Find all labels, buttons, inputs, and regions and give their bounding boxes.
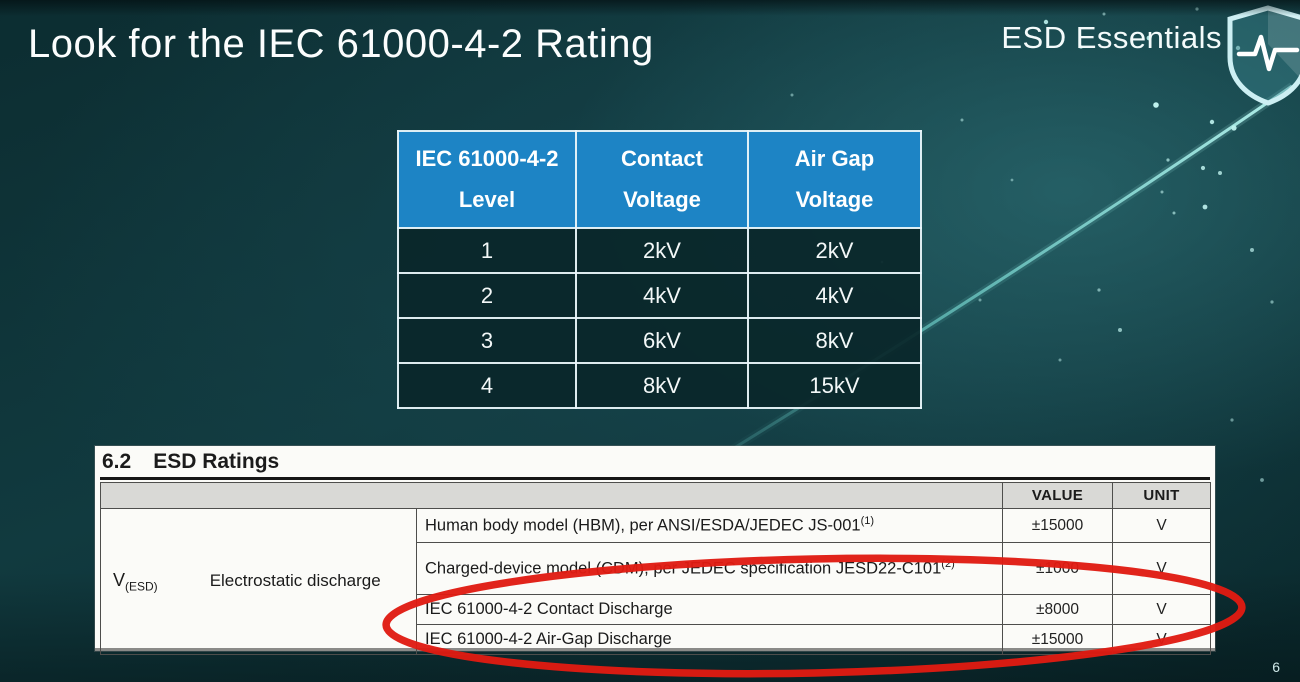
contact-cell: 6kV [575, 317, 749, 364]
header-line: Voltage [623, 186, 701, 212]
levels-header-row: IEC 61000-4-2 Level Contact Voltage Air … [397, 130, 922, 229]
value-cell: ±15000 [1002, 624, 1113, 655]
symbol: V(ESD) [113, 569, 158, 594]
levels-header-contact: Contact Voltage [575, 130, 749, 229]
table-row: V(ESD) Electrostatic discharge Human body… [100, 508, 1211, 655]
level-cell: 4 [397, 362, 577, 409]
header-line: Air Gap [794, 145, 875, 171]
unit-cell: V [1112, 542, 1211, 595]
iec-levels-table: IEC 61000-4-2 Level Contact Voltage Air … [397, 130, 922, 409]
value-cell: ±15000 [1002, 508, 1113, 543]
empty-header-cell [100, 482, 1003, 509]
esd-ratings-table: VALUE UNIT V(ESD) Electrostatic discharge… [100, 482, 1211, 655]
datasheet-excerpt: 6.2 ESD Ratings VALUE UNIT V(ESD) Electros… [95, 446, 1215, 655]
table-row: 2 4kV 4kV [397, 272, 922, 319]
parameter-label: Electrostatic discharge [209, 570, 381, 590]
unit-cell: V [1112, 594, 1211, 625]
table-row: 1 2kV 2kV [397, 227, 922, 274]
footnote: (1) [860, 514, 875, 527]
contact-cell: 8kV [575, 362, 749, 409]
ratings-header-row: VALUE UNIT [100, 482, 1211, 509]
table-row: 4 8kV 15kV [397, 362, 922, 409]
description-cell: IEC 61000-4-2 Contact Discharge [416, 594, 1003, 625]
level-cell: 1 [397, 227, 577, 274]
value-cell: ±1000 [1002, 542, 1113, 595]
datasheet-section-heading: 6.2 ESD Ratings [100, 448, 1210, 480]
airgap-cell: 4kV [747, 272, 922, 319]
header-line: Voltage [795, 186, 874, 212]
contact-cell: 4kV [575, 272, 749, 319]
parameter-cell: V(ESD) Electrostatic discharge [100, 508, 417, 655]
airgap-cell: 2kV [747, 227, 922, 274]
contact-cell: 2kV [575, 227, 749, 274]
value-cell: ±8000 [1002, 594, 1113, 625]
levels-header-airgap: Air Gap Voltage [747, 130, 922, 229]
airgap-cell: 8kV [747, 317, 922, 364]
header-line: Level [458, 186, 516, 212]
page-number: 6 [1272, 659, 1280, 675]
description-cell: Human body model (HBM), per ANSI/ESDA/JE… [416, 508, 1003, 543]
value-header: VALUE [1002, 482, 1113, 509]
level-cell: 3 [397, 317, 577, 364]
footnote: (2) [941, 557, 955, 570]
section-number: 6.2 [102, 450, 132, 473]
level-cell: 2 [397, 272, 577, 319]
header-line: Contact [621, 145, 703, 171]
airgap-cell: 15kV [747, 362, 922, 409]
table-row: 3 6kV 8kV [397, 317, 922, 364]
page-title: Look for the IEC 61000-4-2 Rating [28, 22, 654, 66]
section-title: ESD Ratings [153, 450, 280, 473]
description-cell: Charged-device model (CDM), per JEDEC sp… [416, 542, 1003, 595]
description-cell: IEC 61000-4-2 Air-Gap Discharge [416, 624, 1003, 655]
unit-cell: V [1112, 508, 1211, 543]
header-line: IEC 61000-4-2 [415, 145, 559, 171]
brand-text: ESD Essentials [1001, 20, 1222, 55]
levels-header-level: IEC 61000-4-2 Level [397, 130, 577, 229]
shield-logo [1220, 4, 1300, 111]
unit-header: UNIT [1112, 482, 1211, 509]
shield-pulse-icon [1227, 5, 1300, 106]
unit-cell: V [1112, 624, 1211, 655]
